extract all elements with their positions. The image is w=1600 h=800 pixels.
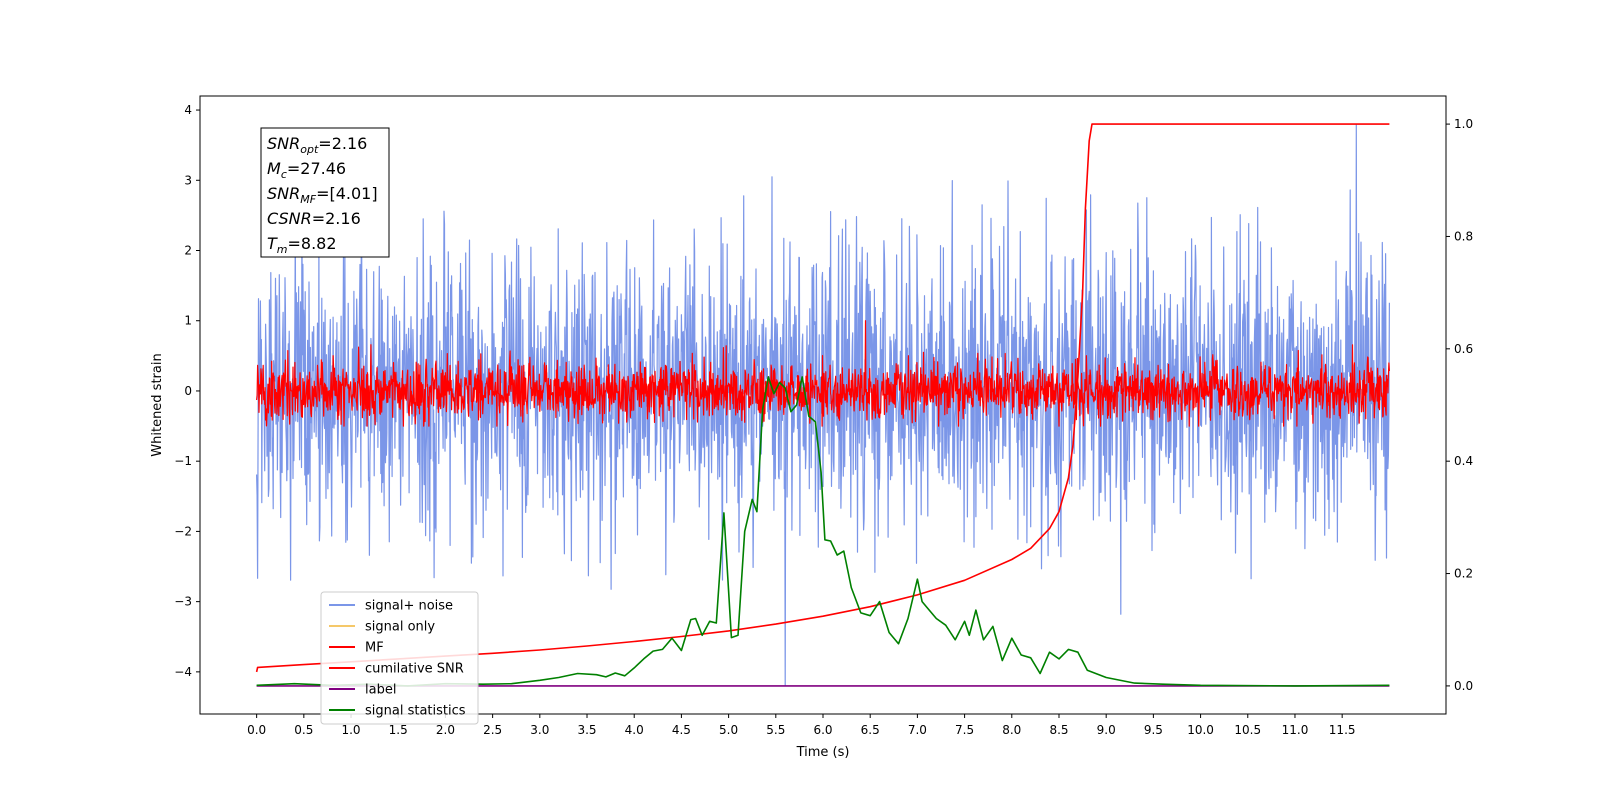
x-tick-label: 5.5: [766, 723, 785, 737]
x-tick-label: 9.5: [1144, 723, 1163, 737]
y-right-tick-label: 1.0: [1454, 117, 1473, 131]
x-tick-label: 8.0: [1002, 723, 1021, 737]
annotation-frame: [260, 127, 390, 258]
legend-label-signal-only: signal only: [365, 620, 435, 635]
axes-layer: 0.0 0.5 1.0 1.5 2.0 2.5 3.0 3.5 4.0 4.5 5.0 5.5 6.0 6…: [174, 103, 1473, 737]
y-left-tick-label: 0: [184, 384, 192, 398]
legend: signal+ noise signal only MF cumilative SNR…: [320, 591, 479, 725]
legend-label-mf: MF: [365, 641, 384, 656]
x-tick-label: 4.0: [625, 723, 644, 737]
legend-label-signal-statistics: signal statistics: [365, 704, 466, 719]
y-right-tick-label: 0.6: [1454, 342, 1473, 356]
x-tick-label: 0.5: [294, 723, 313, 737]
series-line-mf: [256, 320, 1390, 427]
y-axis-label: Whitened strain: [150, 353, 165, 456]
x-tick-label: 10.5: [1234, 723, 1261, 737]
y-left-tick-label: 2: [184, 244, 192, 258]
annotation-line: Tm=8.82: [267, 234, 337, 256]
x-tick-label: 6.5: [861, 723, 880, 737]
x-tick-label: 4.5: [672, 723, 691, 737]
x-tick-label: 3.0: [530, 723, 549, 737]
annotation-line: Mc=27.46: [267, 159, 346, 181]
x-tick-label: 7.5: [955, 723, 974, 737]
x-tick-label: 11.0: [1282, 723, 1309, 737]
y-left-tick-label: −2: [174, 524, 192, 538]
y-right-tick-label: 0.8: [1454, 229, 1473, 243]
x-tick-label: 5.0: [719, 723, 738, 737]
y-right-tick-label: 0.0: [1454, 679, 1473, 693]
y-left-tick-label: −3: [174, 595, 192, 609]
x-tick-label: 0.0: [247, 723, 266, 737]
x-tick-label: 8.5: [1049, 723, 1068, 737]
y-right-tick-label: 0.2: [1454, 567, 1473, 581]
annotation-line: SNRopt=2.16: [267, 134, 367, 156]
x-tick-label: 10.0: [1187, 723, 1214, 737]
x-tick-label: 7.0: [908, 723, 927, 737]
x-tick-label: 3.5: [577, 723, 596, 737]
y-right-tick-label: 0.4: [1454, 454, 1473, 468]
legend-label-signal-noise: signal+ noise: [365, 599, 453, 614]
legend-label-cumilative-snr: cumilative SNR: [365, 662, 464, 677]
x-tick-label: 2.5: [483, 723, 502, 737]
x-tick-label: 1.0: [341, 723, 360, 737]
x-tick-label: 1.5: [389, 723, 408, 737]
series-line-signal-statistics: [256, 376, 1390, 687]
y-left-tick-label: 4: [184, 103, 192, 117]
legend-frame: [320, 591, 479, 725]
y-left-tick-label: −1: [174, 454, 192, 468]
x-tick-label: 2.0: [436, 723, 455, 737]
y-left-tick-label: 3: [184, 173, 192, 187]
annotation-line: SNRMF=[4.01]: [267, 184, 378, 206]
annotation-line: CSNR=2.16: [267, 209, 361, 228]
x-axis-label: Time (s): [796, 745, 850, 760]
legend-label-label: label: [365, 683, 396, 698]
x-tick-label: 9.0: [1097, 723, 1116, 737]
x-tick-label: 11.5: [1329, 723, 1356, 737]
annotation-box: SNRopt=2.16 Mc=27.46 SNRMF=[4.01] CSNR=2.16…: [260, 127, 390, 258]
y-left-tick-label: −4: [174, 665, 192, 679]
y-left-tick-label: 1: [184, 314, 192, 328]
x-tick-label: 6.0: [813, 723, 832, 737]
